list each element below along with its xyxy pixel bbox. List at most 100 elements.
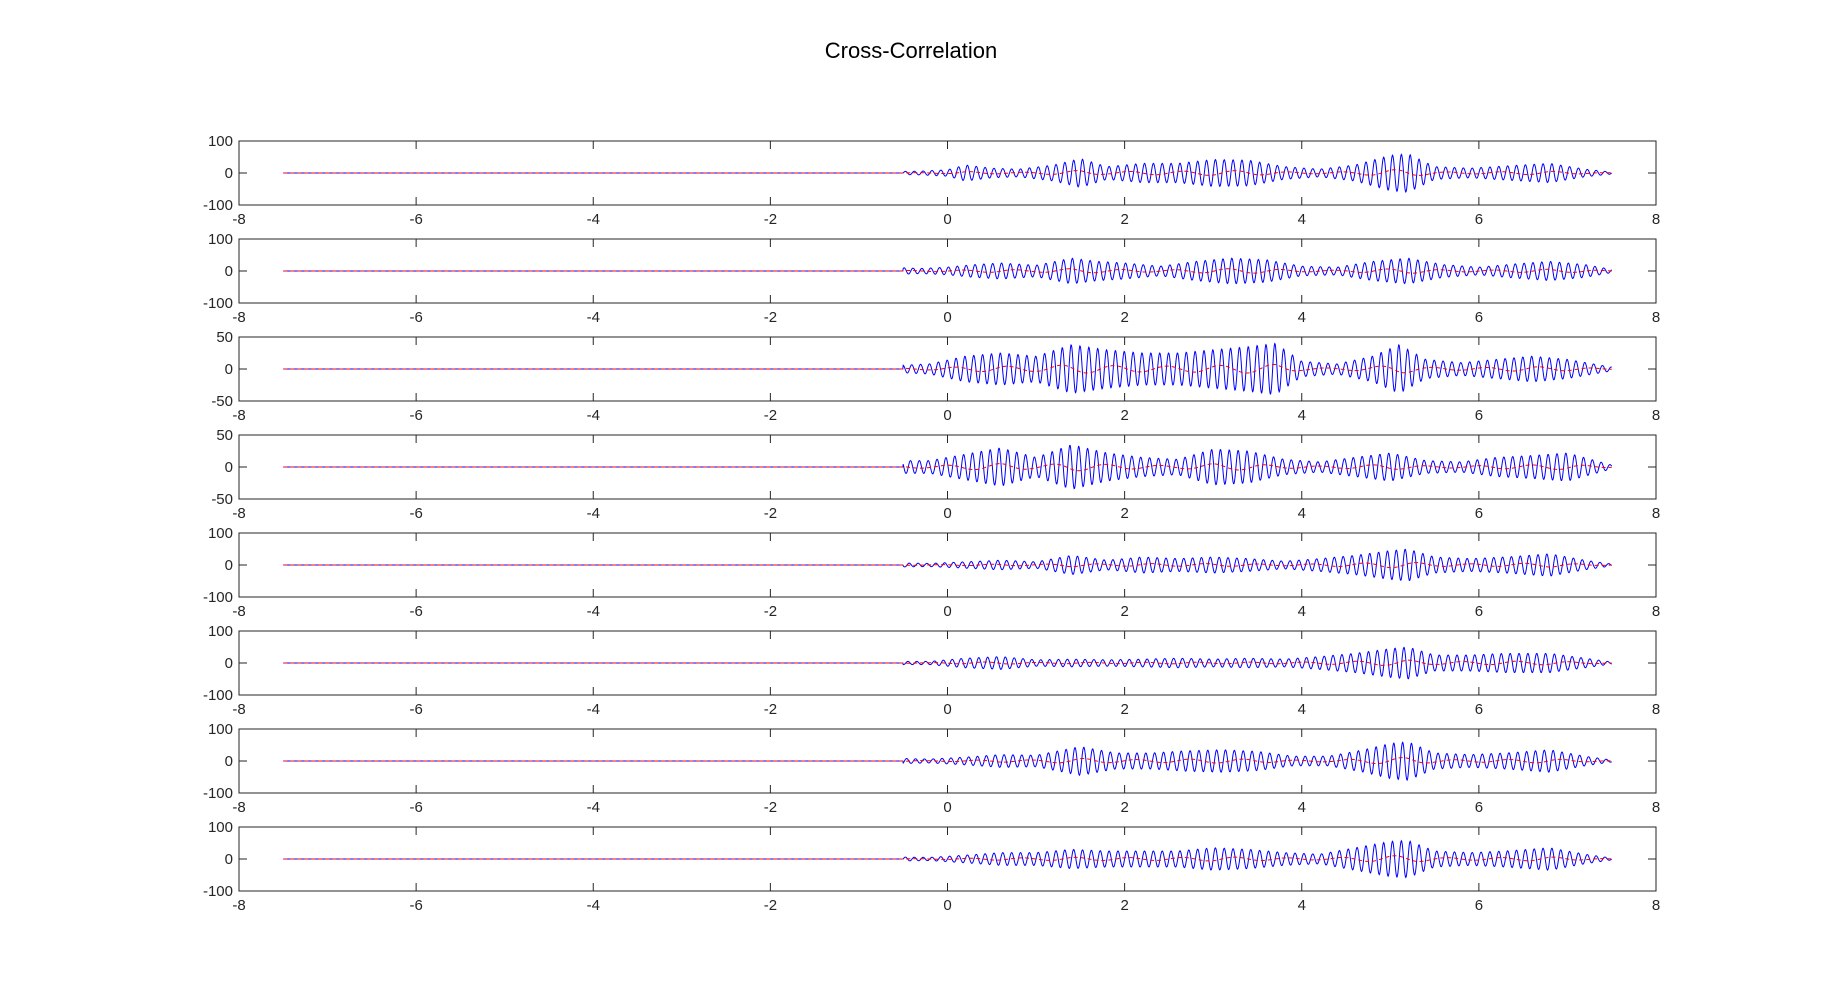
subplot-6: -8 -6 -4 -2 0 2 4 6 8 100 0 -100	[203, 623, 1660, 718]
x-tick-label: 6	[1475, 407, 1483, 424]
x-tick-label: 4	[1298, 603, 1306, 620]
x-tick-label: 8	[1652, 211, 1660, 228]
x-tick-label: -4	[587, 505, 600, 522]
x-tick-label: 6	[1475, 309, 1483, 326]
x-tick-label: 4	[1298, 799, 1306, 816]
envelope-line	[283, 463, 1612, 472]
x-tick-label: 8	[1652, 701, 1660, 718]
signal-line	[283, 548, 1612, 581]
x-tick-label: 2	[1120, 701, 1128, 718]
y-tick-label: 100	[208, 623, 233, 640]
y-tick-label: 0	[225, 655, 233, 672]
y-tick-label: 0	[225, 165, 233, 182]
x-tick-label: 8	[1652, 897, 1660, 914]
x-tick-label: -6	[409, 701, 422, 718]
subplot-2: -8 -6 -4 -2 0 2 4 6 8 100 0 -100	[203, 231, 1660, 326]
x-tick-label: 0	[943, 505, 951, 522]
x-tick-label: 0	[943, 701, 951, 718]
y-tick-label: -100	[203, 295, 233, 312]
x-tick-label: -6	[409, 309, 422, 326]
x-tick-label: 0	[943, 603, 951, 620]
x-tick-label: 0	[943, 309, 951, 326]
x-tick-label: 8	[1652, 603, 1660, 620]
x-tick-label: -4	[587, 309, 600, 326]
signal-line	[283, 646, 1612, 680]
x-tick-label: -6	[409, 211, 422, 228]
x-tick-label: 4	[1298, 505, 1306, 522]
x-tick-label: -6	[409, 799, 422, 816]
x-tick-label: -6	[409, 603, 422, 620]
envelope-line	[283, 659, 1612, 666]
y-tick-label: -100	[203, 883, 233, 900]
x-tick-label: 6	[1475, 701, 1483, 718]
x-tick-label: 2	[1120, 407, 1128, 424]
x-tick-label: -4	[587, 897, 600, 914]
x-tick-label: -2	[764, 701, 777, 718]
x-tick-label: 0	[943, 799, 951, 816]
y-tick-label: -100	[203, 785, 233, 802]
y-tick-label: -100	[203, 589, 233, 606]
x-tick-label: -2	[764, 799, 777, 816]
x-tick-label: -6	[409, 407, 422, 424]
x-tick-label: 6	[1475, 897, 1483, 914]
x-tick-label: -8	[232, 407, 245, 424]
x-tick-label: -2	[764, 211, 777, 228]
x-tick-label: -4	[587, 211, 600, 228]
subplot-8: -8 -6 -4 -2 0 2 4 6 8 100 0 -100	[203, 819, 1660, 914]
x-tick-label: 6	[1475, 799, 1483, 816]
signal-line	[283, 257, 1613, 285]
subplot-1: -8 -6 -4 -2 0 2 4 6 8 100 0 -100	[203, 133, 1660, 228]
x-tick-label: -4	[587, 799, 600, 816]
y-tick-label: -100	[203, 687, 233, 704]
y-tick-label: 100	[208, 819, 233, 836]
y-tick-label: 100	[208, 721, 233, 738]
x-tick-label: -8	[232, 309, 245, 326]
x-tick-label: 4	[1298, 701, 1306, 718]
x-tick-label: -2	[764, 505, 777, 522]
envelope-line	[283, 562, 1612, 569]
x-tick-label: -8	[232, 897, 245, 914]
x-tick-label: 6	[1475, 211, 1483, 228]
subplot-5: -8 -6 -4 -2 0 2 4 6 8 100 0 -100	[203, 525, 1660, 620]
signal-line	[283, 444, 1613, 490]
x-tick-label: -8	[232, 603, 245, 620]
x-tick-label: 6	[1475, 603, 1483, 620]
x-tick-label: 2	[1120, 211, 1128, 228]
y-tick-label: 100	[208, 133, 233, 150]
signal-line	[283, 741, 1612, 782]
subplot-7: -8 -6 -4 -2 0 2 4 6 8 100 0 -100	[203, 721, 1660, 816]
x-tick-label: 2	[1120, 603, 1128, 620]
subplot-3: -8 -6 -4 -2 0 2 4 6 8 50 0 -50	[211, 329, 1660, 424]
x-tick-label: -8	[232, 505, 245, 522]
x-tick-label: 2	[1120, 505, 1128, 522]
envelope-line	[283, 363, 1612, 374]
x-tick-label: 0	[943, 407, 951, 424]
x-tick-label: 2	[1120, 799, 1128, 816]
y-tick-label: 0	[225, 361, 233, 378]
x-tick-label: -6	[409, 505, 422, 522]
x-tick-label: 0	[943, 211, 951, 228]
y-tick-label: 100	[208, 231, 233, 248]
x-tick-label: -8	[232, 799, 245, 816]
y-tick-label: -100	[203, 197, 233, 214]
x-tick-label: -6	[409, 897, 422, 914]
y-tick-label: 0	[225, 557, 233, 574]
x-tick-label: -4	[587, 603, 600, 620]
signal-line	[283, 839, 1613, 879]
signal-line	[283, 153, 1613, 194]
x-tick-label: -8	[232, 701, 245, 718]
x-tick-label: -2	[764, 897, 777, 914]
envelope-line	[283, 268, 1612, 274]
x-tick-label: 2	[1120, 309, 1128, 326]
x-tick-label: 8	[1652, 309, 1660, 326]
x-tick-label: 2	[1120, 897, 1128, 914]
y-tick-label: 0	[225, 459, 233, 476]
x-tick-label: 8	[1652, 505, 1660, 522]
x-tick-label: 8	[1652, 407, 1660, 424]
x-tick-label: -2	[764, 309, 777, 326]
y-tick-label: 50	[216, 329, 233, 346]
x-tick-label: -2	[764, 603, 777, 620]
x-tick-label: -4	[587, 407, 600, 424]
